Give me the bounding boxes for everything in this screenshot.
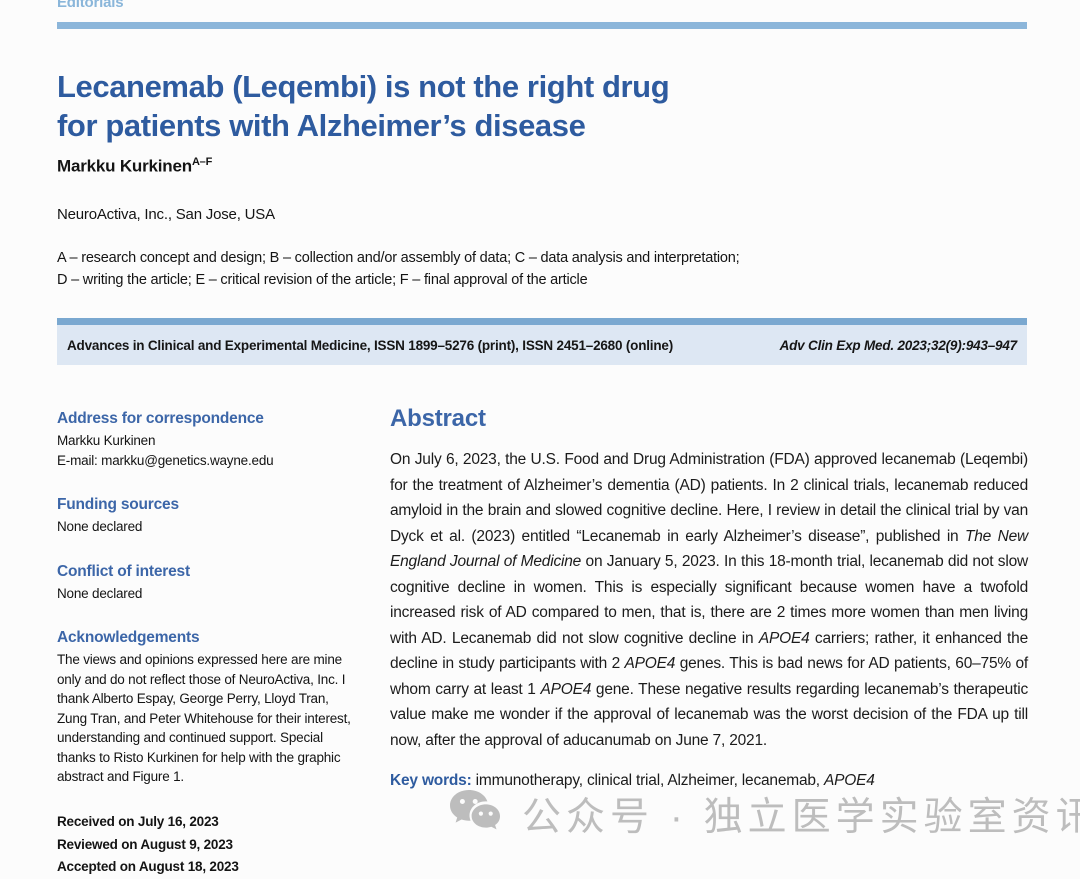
keywords-list: immunotherapy, clinical trial, Alzheimer… bbox=[471, 772, 875, 789]
author-name: Markku KurkinenA–F bbox=[57, 156, 212, 177]
correspondence-name: Markku Kurkinen bbox=[57, 433, 156, 448]
journal-name-issn: Advances in Clinical and Experimental Me… bbox=[67, 337, 673, 353]
received-date: Received on July 16, 2023 bbox=[57, 814, 219, 829]
header-rule bbox=[57, 22, 1027, 29]
reviewed-date: Reviewed on August 9, 2023 bbox=[57, 836, 233, 852]
article-dates: Received on July 16, 2023 Reviewed on Au… bbox=[57, 811, 239, 879]
wechat-icon bbox=[450, 790, 500, 830]
watermark: 公众号 · 独立医学实验室资讯 bbox=[448, 786, 1080, 842]
correspondence-section: Address for correspondence Markku Kurkin… bbox=[57, 410, 355, 470]
page-title: Lecanemab (Leqembi) is not the right dru… bbox=[57, 67, 957, 145]
correspondence-heading: Address for correspondence bbox=[57, 410, 264, 427]
conflict-section: Conflict of interest None declared bbox=[57, 563, 355, 604]
author-name-text: Markku Kurkinen bbox=[57, 156, 192, 176]
section-label: Editorials bbox=[57, 0, 124, 11]
title-line-1: Lecanemab (Leqembi) is not the right dru… bbox=[57, 68, 670, 104]
contribution-legend: A – research concept and design; B – col… bbox=[57, 248, 740, 291]
journal-citation: Adv Clin Exp Med. 2023;32(9):943–947 bbox=[779, 337, 1018, 353]
abstract-column: Abstract On July 6, 2023, the U.S. Food … bbox=[390, 405, 1028, 790]
correspondence-email: E-mail: markku@genetics.wayne.edu bbox=[57, 452, 274, 468]
acknowledgements-heading: Acknowledgements bbox=[57, 629, 200, 646]
conflict-heading: Conflict of interest bbox=[57, 562, 190, 580]
author-affiliation: NeuroActiva, Inc., San Jose, USA bbox=[57, 206, 275, 223]
conflict-body: None declared bbox=[57, 585, 143, 601]
watermark-text: 公众号 · 独立医学实验室资讯 bbox=[522, 796, 1080, 839]
journal-info-bar: Advances in Clinical and Experimental Me… bbox=[57, 318, 1027, 365]
funding-body: None declared bbox=[57, 519, 143, 534]
author-contribution-superscript: A–F bbox=[191, 156, 213, 168]
acknowledgements-section: Acknowledgements The views and opinions … bbox=[57, 629, 355, 787]
abstract-paragraph: On July 6, 2023, the U.S. Food and Drug … bbox=[390, 451, 1028, 749]
funding-section: Funding sources None declared bbox=[57, 496, 355, 537]
keywords-line: Key words: immunotherapy, clinical trial… bbox=[390, 772, 1028, 790]
contribution-legend-line-2: D – writing the article; E – critical re… bbox=[57, 271, 588, 288]
funding-heading: Funding sources bbox=[57, 496, 179, 513]
keywords-label: Key words: bbox=[390, 772, 472, 789]
title-line-2: for patients with Alzheimer’s disease bbox=[57, 107, 586, 143]
acknowledgements-body: The views and opinions expressed here ar… bbox=[57, 652, 351, 784]
accepted-date: Accepted on August 18, 2023 bbox=[57, 859, 239, 874]
abstract-heading: Abstract bbox=[390, 405, 486, 432]
metadata-sidebar: Address for correspondence Markku Kurkin… bbox=[57, 410, 355, 811]
contribution-legend-line-1: A – research concept and design; B – col… bbox=[57, 250, 740, 266]
